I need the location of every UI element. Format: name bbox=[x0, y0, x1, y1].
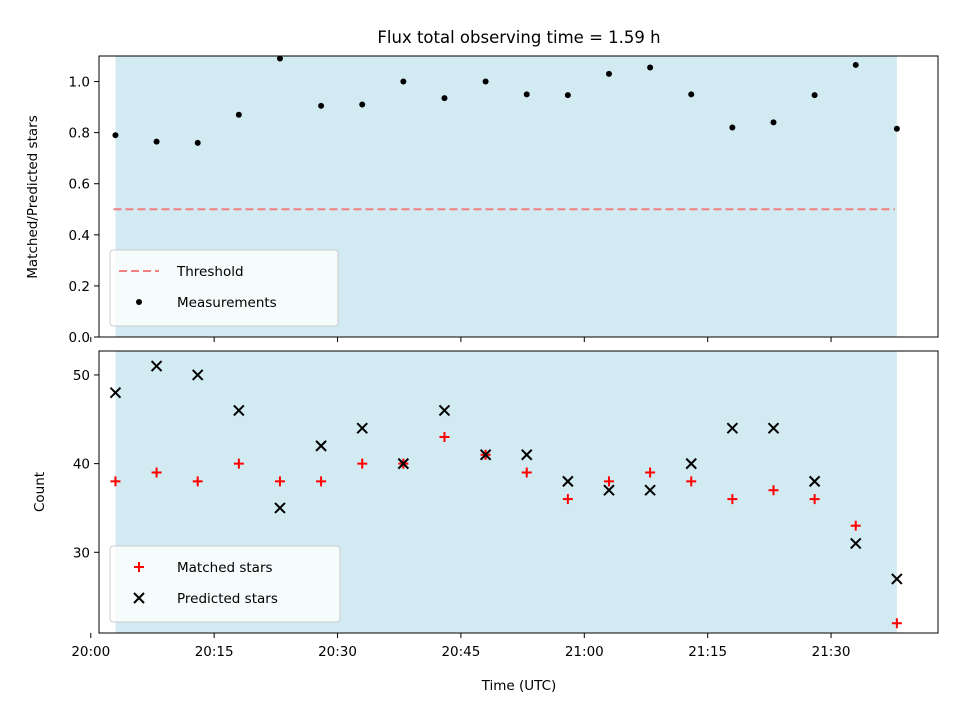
measurement-point bbox=[605, 70, 612, 77]
matched-star-point bbox=[603, 476, 614, 487]
matched-star-point bbox=[192, 476, 203, 487]
x-tick-label: 20:45 bbox=[441, 644, 480, 660]
predicted-star-point bbox=[191, 369, 204, 381]
predicted-star-point bbox=[274, 502, 286, 514]
predicted-star-point bbox=[438, 404, 451, 417]
legend-item: Matched stars bbox=[134, 560, 273, 576]
matched-star-point bbox=[891, 618, 902, 629]
matched-star-point bbox=[768, 485, 779, 496]
y-tick-label: 0.0 bbox=[69, 330, 90, 346]
predicted-star-point bbox=[356, 422, 368, 434]
measurement-point bbox=[112, 132, 119, 139]
predicted-star-point bbox=[562, 475, 574, 488]
predicted-star-point bbox=[233, 404, 245, 417]
axes-frame bbox=[98, 55, 939, 338]
predicted-star-point bbox=[150, 360, 163, 372]
matched-star-point bbox=[316, 476, 327, 487]
legend-box bbox=[109, 249, 339, 327]
predicted-star-point bbox=[644, 484, 656, 496]
measurement-point bbox=[852, 61, 859, 68]
measurement-point bbox=[400, 78, 407, 85]
x-axis-label: Time (UTC) bbox=[481, 678, 557, 694]
measurement-point bbox=[811, 92, 818, 99]
matched-star-point bbox=[562, 494, 573, 505]
matched-star-point bbox=[809, 494, 820, 505]
legend-label: Measurements bbox=[177, 295, 277, 311]
legend-item: Predicted stars bbox=[133, 591, 278, 607]
measurement-point bbox=[235, 111, 242, 118]
matched-star-point bbox=[151, 467, 162, 478]
measurement-point bbox=[893, 125, 900, 132]
x-tick-label: 21:00 bbox=[565, 644, 604, 660]
legend-label: Predicted stars bbox=[177, 591, 278, 607]
y-tick-label: 0.6 bbox=[69, 177, 90, 193]
y-tick-label: 40 bbox=[73, 457, 90, 473]
legend-label: Threshold bbox=[176, 264, 244, 280]
legend-x-swatch bbox=[133, 592, 145, 604]
predicted-star-point bbox=[767, 422, 780, 434]
y-tick-label: 0.8 bbox=[69, 126, 90, 142]
top-panel: 0.0 0.2 0.4 0.6 0.8 1.0 Threshold Measurements bbox=[69, 55, 939, 346]
x-tick-label: 20:30 bbox=[318, 644, 357, 660]
matched-star-point bbox=[274, 476, 285, 487]
x-tick-label: 20:15 bbox=[195, 644, 234, 660]
axes-frame bbox=[98, 350, 939, 634]
measurement-point bbox=[318, 102, 325, 109]
matched-star-point bbox=[521, 467, 532, 478]
chart-title: Flux total observing time = 1.59 h bbox=[377, 28, 660, 47]
predicted-star-point bbox=[603, 484, 615, 496]
measurement-point bbox=[359, 101, 366, 108]
measurement-point bbox=[276, 55, 283, 62]
legend: Threshold Measurements bbox=[109, 249, 339, 327]
predicted-star-point bbox=[521, 449, 533, 461]
measurement-point bbox=[441, 95, 448, 102]
measurement-point bbox=[647, 64, 654, 71]
legend: Matched stars Predicted stars bbox=[109, 545, 341, 623]
bottom-y-axis-label: Count bbox=[32, 472, 48, 512]
legend-label: Matched stars bbox=[177, 560, 273, 576]
y-tick-label: 0.4 bbox=[69, 228, 90, 244]
predicted-star-point bbox=[891, 573, 903, 585]
measurement-point bbox=[482, 78, 489, 85]
x-tick-label: 21:30 bbox=[812, 644, 851, 660]
y-tick-label: 30 bbox=[73, 545, 90, 561]
top-y-axis-label: Matched/Predicted stars bbox=[25, 115, 41, 278]
legend-dot-swatch bbox=[136, 299, 142, 305]
legend-item: Threshold bbox=[119, 264, 244, 280]
predicted-star-point bbox=[850, 537, 862, 550]
x-tick-label: 21:15 bbox=[688, 644, 727, 660]
measurement-point bbox=[770, 119, 777, 126]
y-tick-label: 1.0 bbox=[69, 75, 90, 91]
matched-star-point bbox=[110, 476, 121, 487]
matched-star-point bbox=[439, 432, 450, 443]
predicted-star-point bbox=[685, 457, 697, 470]
legend-item: Measurements bbox=[136, 295, 277, 311]
matched-star-point bbox=[645, 467, 656, 478]
predicted-star-point bbox=[397, 457, 410, 470]
y-tick-label: 50 bbox=[73, 368, 90, 384]
measurement-point bbox=[564, 92, 571, 99]
x-tick-label: 20:00 bbox=[71, 644, 110, 660]
matched-star-point bbox=[357, 458, 368, 469]
predicted-star-point bbox=[109, 386, 122, 399]
predicted-star-point bbox=[726, 422, 739, 434]
bottom-panel: 30 40 50 20:00 20:15 20:30 20:45 21:00 21:15 21:3… bbox=[71, 350, 939, 660]
legend-box bbox=[109, 545, 341, 623]
measurement-point bbox=[523, 91, 530, 98]
measurement-point bbox=[194, 139, 201, 146]
predicted-star-point bbox=[479, 449, 492, 461]
predicted-star-point bbox=[315, 440, 327, 452]
matched-star-point bbox=[727, 494, 738, 505]
measurement-point bbox=[153, 138, 160, 145]
matched-star-point bbox=[233, 458, 244, 469]
measurement-point bbox=[688, 91, 695, 98]
matched-star-point bbox=[850, 520, 861, 531]
measurement-point bbox=[729, 124, 736, 131]
y-tick-label: 0.2 bbox=[69, 279, 90, 295]
predicted-star-point bbox=[808, 475, 821, 488]
matched-star-point bbox=[686, 476, 697, 487]
